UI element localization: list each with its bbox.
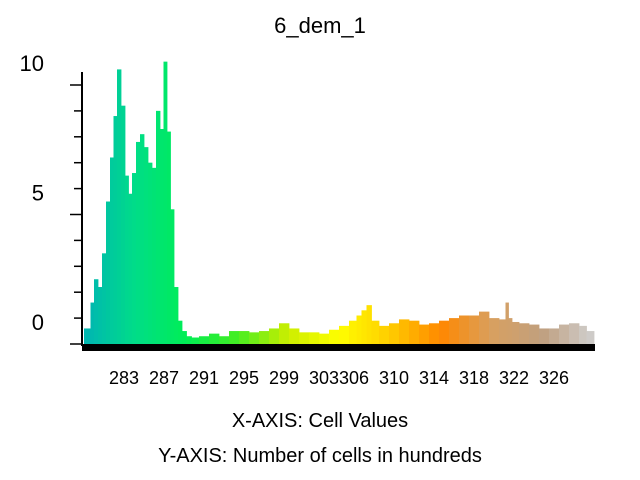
- histogram-bar: [94, 279, 99, 344]
- x-tick-label: 314: [419, 368, 449, 388]
- histogram-bar: [219, 336, 230, 344]
- x-tick-label: 295: [229, 368, 259, 388]
- histogram-bar: [339, 325, 350, 344]
- x-axis-bar: [82, 344, 595, 351]
- histogram-bar: [512, 321, 520, 344]
- histogram-bar: [361, 310, 367, 344]
- histogram-bar: [505, 302, 509, 344]
- x-tick-labels: 283 287 291 295 299 303 306 310 314 318 322 326: [109, 368, 569, 388]
- histogram-bar: [117, 69, 122, 344]
- histogram-bar: [429, 323, 440, 344]
- histogram-bar: [356, 315, 362, 344]
- histogram-bar: [366, 305, 372, 344]
- histogram-bar: [132, 173, 137, 344]
- histogram-bar: [136, 141, 141, 344]
- histogram-bar: [209, 333, 220, 344]
- histogram-bar: [102, 253, 107, 344]
- histogram-bar: [191, 337, 200, 344]
- histogram-bar: [90, 302, 95, 344]
- histogram-bar: [309, 332, 320, 344]
- histogram-bar: [439, 320, 450, 344]
- x-tick-label: 318: [459, 368, 489, 388]
- chart-title: 6_dem_1: [274, 13, 366, 38]
- histogram-bar: [152, 167, 157, 344]
- x-tick-label: 326: [539, 368, 569, 388]
- histogram-bar: [459, 315, 470, 344]
- y-tick-label: 10: [20, 51, 44, 76]
- histogram-bar: [182, 331, 187, 344]
- histogram-bar: [239, 331, 250, 344]
- x-tick-label: 310: [379, 368, 409, 388]
- x-tick-label: 287: [149, 368, 179, 388]
- histogram-bar: [279, 323, 290, 344]
- histogram-bar: [449, 318, 460, 344]
- y-axis-title: Y-AXIS: Number of cells in hundreds: [158, 445, 482, 467]
- histogram-bar: [379, 325, 390, 344]
- histogram-bar: [508, 318, 513, 344]
- x-tick-label: 283: [109, 368, 139, 388]
- y-minor-ticks: [70, 84, 82, 345]
- histogram-bar: [229, 331, 240, 344]
- histogram-bar: [539, 328, 550, 344]
- histogram-bar: [121, 105, 126, 345]
- histogram-bar: [106, 201, 111, 344]
- histogram-bar: [579, 325, 587, 344]
- histogram-bar: [299, 332, 310, 344]
- histogram-bar: [125, 175, 129, 344]
- histogram-bar: [409, 320, 420, 344]
- histogram-bar: [186, 336, 192, 344]
- histogram-bar: [469, 315, 480, 344]
- histogram-bar: [144, 147, 149, 344]
- histogram-bar: [519, 323, 530, 344]
- histogram-bar: [329, 329, 340, 344]
- x-tick-label: 291: [189, 368, 219, 388]
- y-tick-label: 5: [32, 181, 44, 206]
- histogram-bar: [98, 287, 103, 344]
- histogram-bar: [479, 311, 490, 344]
- histogram-bar: [549, 328, 560, 344]
- x-axis-title: X-AXIS: Cell Values: [232, 410, 408, 432]
- histogram-bar: [349, 320, 357, 344]
- histogram-bar: [128, 193, 133, 344]
- histogram-bar: [148, 162, 153, 344]
- histogram-bar: [163, 61, 168, 344]
- histogram-bar: [269, 328, 280, 344]
- histogram-bar: [113, 116, 118, 344]
- histogram-bar: [249, 332, 260, 344]
- x-tick-label: 322: [499, 368, 529, 388]
- histogram-bar: [199, 336, 210, 344]
- histogram-bar: [371, 320, 380, 344]
- x-tick-label: 299: [269, 368, 299, 388]
- y-tick-labels: 0 5 10: [20, 51, 44, 335]
- histogram-bar: [586, 331, 595, 344]
- bars-group: [84, 61, 595, 345]
- histogram-bar: [529, 324, 540, 344]
- histogram-bar: [559, 324, 570, 344]
- histogram-bar: [259, 331, 270, 344]
- histogram-bar: [399, 319, 410, 344]
- histogram-bar: [156, 110, 161, 344]
- histogram-bar: [499, 319, 506, 344]
- histogram-bar: [489, 318, 500, 344]
- histogram-bar: [289, 328, 300, 344]
- histogram-bar: [170, 209, 175, 344]
- histogram-bar: [110, 157, 114, 344]
- y-tick-label: 0: [32, 310, 44, 335]
- histogram-bar: [419, 324, 430, 344]
- histogram-bar: [167, 131, 171, 344]
- histogram-bar: [569, 323, 580, 344]
- x-tick-label: 306: [339, 368, 369, 388]
- histogram-bar: [389, 323, 400, 344]
- histogram-bar: [174, 287, 179, 344]
- histogram-bar: [178, 320, 183, 344]
- histogram-bar: [160, 128, 164, 344]
- x-tick-label: 303: [309, 368, 339, 388]
- histogram-bar: [140, 134, 145, 344]
- histogram-bar: [84, 328, 91, 344]
- histogram-bar: [319, 333, 330, 344]
